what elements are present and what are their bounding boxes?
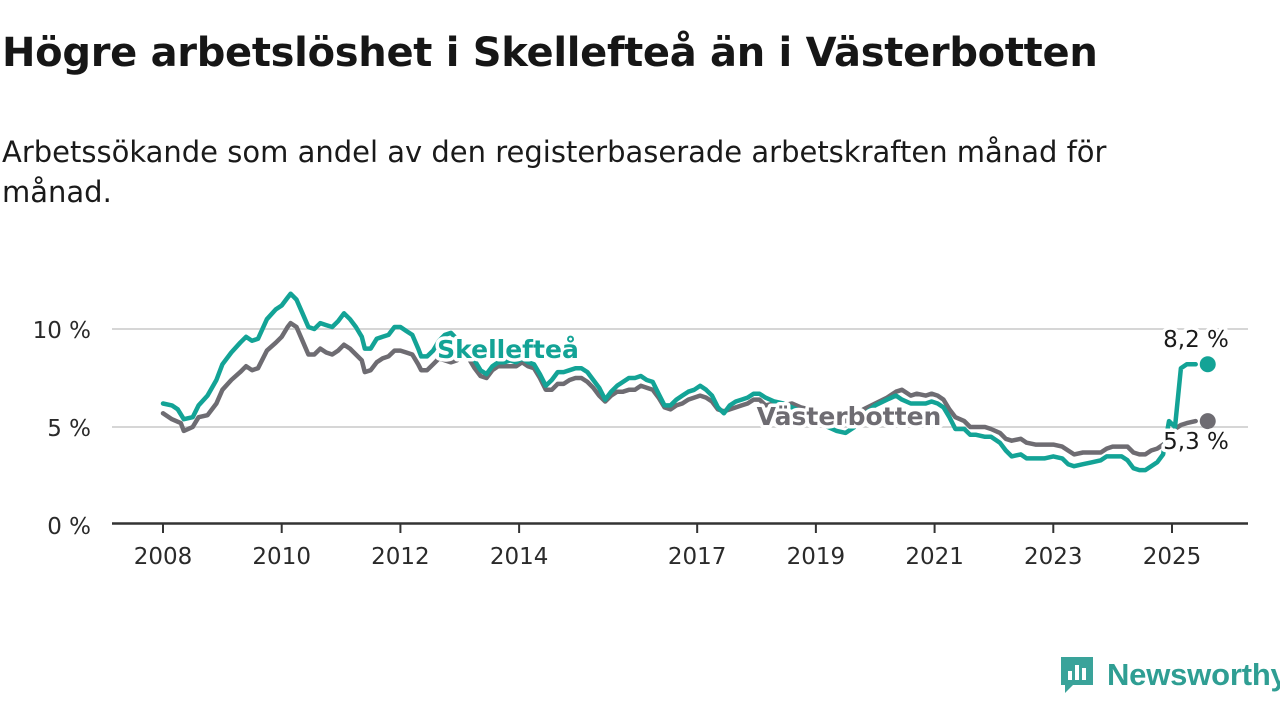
y-tick-label: 0 % bbox=[47, 514, 91, 540]
series-label-skelleftea: Skellefteå bbox=[437, 335, 579, 364]
series-label-skelleftea-halo: Skellefteå bbox=[437, 335, 579, 364]
end-label-skelleftea-halo: 8,2 % bbox=[1163, 327, 1229, 353]
x-tick-label: 2023 bbox=[1024, 544, 1083, 570]
end-label-vasterbotten: 5,3 % bbox=[1163, 429, 1229, 455]
x-tick-label: 2017 bbox=[668, 544, 727, 570]
x-tick-label: 2008 bbox=[134, 544, 193, 570]
x-tick-label: 2021 bbox=[905, 544, 964, 570]
newsworthy-logo: Newsworthy bbox=[1059, 655, 1280, 695]
chart-title: Högre arbetslöshet i Skellefteå än i Väs… bbox=[2, 30, 1098, 76]
end-point-skelleftea bbox=[1199, 356, 1216, 373]
series-line-vasterbotten bbox=[160, 320, 1198, 457]
x-tick-label: 2014 bbox=[490, 544, 549, 570]
end-label-vasterbotten-halo: 5,3 % bbox=[1163, 429, 1229, 455]
series-line-skelleftea bbox=[160, 291, 1198, 473]
end-point-vasterbotten bbox=[1199, 413, 1216, 430]
y-tick-label: 10 % bbox=[33, 318, 91, 344]
x-tick-label: 2010 bbox=[252, 544, 311, 570]
brand-name: Newsworthy bbox=[1107, 657, 1280, 692]
chart-subtitle: Arbetssökande som andel av den registerb… bbox=[2, 135, 1107, 209]
x-tick-label: 2019 bbox=[787, 544, 846, 570]
y-tick-label: 5 % bbox=[47, 416, 91, 442]
series-label-vasterbotten: Västerbotten bbox=[757, 402, 942, 431]
x-tick-label: 2025 bbox=[1143, 544, 1202, 570]
end-label-skelleftea: 8,2 % bbox=[1163, 327, 1229, 353]
series-label-vasterbotten-halo: Västerbotten bbox=[757, 402, 942, 431]
newsworthy-logo-icon bbox=[1061, 657, 1093, 693]
x-tick-label: 2012 bbox=[371, 544, 430, 570]
